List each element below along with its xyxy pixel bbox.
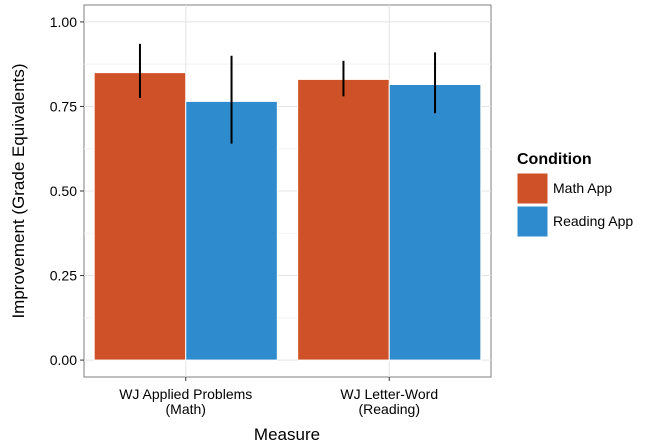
y-axis-title: Improvement (Grade Equivalents) (9, 63, 28, 318)
legend: Condition Math App Reading App (516, 151, 633, 238)
legend-label: Reading App (553, 213, 633, 229)
y-tick-label: 0.25 (50, 268, 77, 284)
x-axis: WJ Applied Problems (Math) WJ Letter-Word(… (119, 377, 438, 417)
x-tick-label: WJ Applied Problems (Math) (119, 386, 252, 417)
y-axis: 0.00 0.25 0.50 0.75 1.00 (50, 14, 84, 368)
bars (93, 72, 482, 361)
y-tick-label: 0.00 (50, 352, 77, 368)
error-bars (138, 43, 437, 144)
y-tick-label: 0.50 (50, 183, 77, 199)
y-tick-label: 1.00 (50, 14, 77, 30)
bar (297, 78, 390, 361)
bar (388, 83, 482, 361)
legend-title: Condition (517, 151, 592, 168)
x-axis-title: Measure (254, 425, 320, 444)
bar (185, 100, 278, 361)
legend-key (516, 172, 549, 205)
legend-label: Math App (553, 180, 612, 196)
bar (93, 72, 187, 361)
x-tick-label: WJ Letter-Word (Reading) (340, 386, 438, 417)
legend-key (516, 205, 549, 238)
y-tick-label: 0.75 (50, 98, 77, 114)
